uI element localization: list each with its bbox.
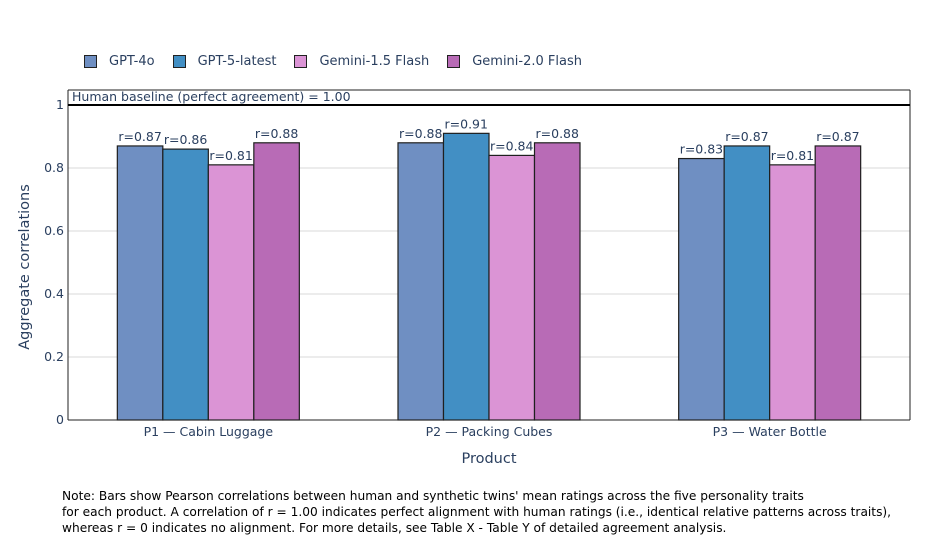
bar bbox=[207, 164, 255, 421]
bar-chart: 00.20.40.60.81r=0.87 r=0.86r=0.81r=0.88P1… bbox=[17, 89, 911, 467]
legend-item[interactable]: Gemini-2.0 Flash bbox=[447, 54, 582, 69]
legend-swatch bbox=[447, 55, 461, 68]
legend-swatch bbox=[84, 55, 97, 68]
bar bbox=[116, 145, 164, 421]
y-tick-label: 0.4 bbox=[44, 286, 64, 301]
x-tick-label: P3 — Water Bottle bbox=[713, 424, 827, 439]
bar bbox=[533, 142, 581, 421]
bar bbox=[253, 142, 300, 421]
bar-data-label: r=0.87 bbox=[816, 129, 859, 144]
baseline-label: Human baseline (perfect agreement) = 1.0… bbox=[72, 89, 351, 104]
bar bbox=[814, 145, 862, 421]
bar bbox=[678, 157, 725, 421]
bar bbox=[162, 148, 209, 421]
legend-label: Gemini-2.0 Flash bbox=[472, 54, 582, 69]
chart-legend: GPT-4o GPT-5-latest Gemini-1.5 Flash Gemini… bbox=[84, 54, 600, 69]
y-tick-label: 1 bbox=[56, 97, 64, 112]
bar-data-label: r=0.91 bbox=[445, 116, 488, 131]
bar-data-label: r=0.88 bbox=[255, 126, 298, 141]
bar bbox=[723, 145, 771, 421]
bar-data-label: r=0.87 bbox=[118, 129, 161, 144]
bar-data-label: r=0.81 bbox=[771, 148, 814, 163]
bar-data-label: r=0.88 bbox=[536, 126, 579, 141]
legend-swatch bbox=[172, 55, 186, 68]
bar-data-label: r=0.83 bbox=[680, 142, 723, 157]
x-axis-title: Product bbox=[461, 451, 516, 467]
x-tick-label: P1 — Cabin Luggage bbox=[144, 424, 274, 439]
x-tick-label: P2 — Packing Cubes bbox=[426, 424, 553, 439]
note-line-2: for each product. A correlation of r = 1… bbox=[62, 505, 892, 519]
bar-data-label: r=0.81 bbox=[209, 148, 252, 163]
y-tick-label: 0.8 bbox=[44, 160, 64, 175]
legend-label: Gemini-1.5 Flash bbox=[319, 54, 430, 69]
bar-data-label: r=0.86 bbox=[164, 132, 207, 147]
bar-data-label: r=0.84 bbox=[490, 138, 533, 153]
bar bbox=[442, 132, 490, 421]
legend-item[interactable]: Gemini-1.5 Flash bbox=[294, 54, 429, 69]
bar bbox=[488, 154, 536, 421]
chart-note: Note: Bars show Pearson correlations bet… bbox=[62, 488, 891, 536]
y-tick-label: 0.2 bbox=[44, 349, 64, 364]
legend-item[interactable]: GPT-4o bbox=[84, 54, 155, 69]
bar-data-label: r=0.88 bbox=[399, 126, 442, 141]
y-tick-label: 0 bbox=[56, 412, 64, 427]
bar bbox=[769, 164, 816, 421]
legend-label: GPT-5-latest bbox=[197, 54, 277, 69]
y-axis-title: Aggregate correlations bbox=[17, 184, 33, 350]
y-tick-label: 0.6 bbox=[44, 223, 64, 238]
legend-item[interactable]: GPT-5-latest bbox=[172, 54, 277, 69]
bar-data-label: r=0.87 bbox=[725, 129, 768, 144]
legend-label: GPT-4o bbox=[109, 54, 155, 69]
bar bbox=[397, 142, 445, 421]
note-line-3: whereas r = 0 indicates no alignment. Fo… bbox=[62, 521, 727, 535]
legend-swatch bbox=[294, 55, 308, 68]
note-line-1: Note: Bars show Pearson correlations bet… bbox=[62, 489, 804, 503]
